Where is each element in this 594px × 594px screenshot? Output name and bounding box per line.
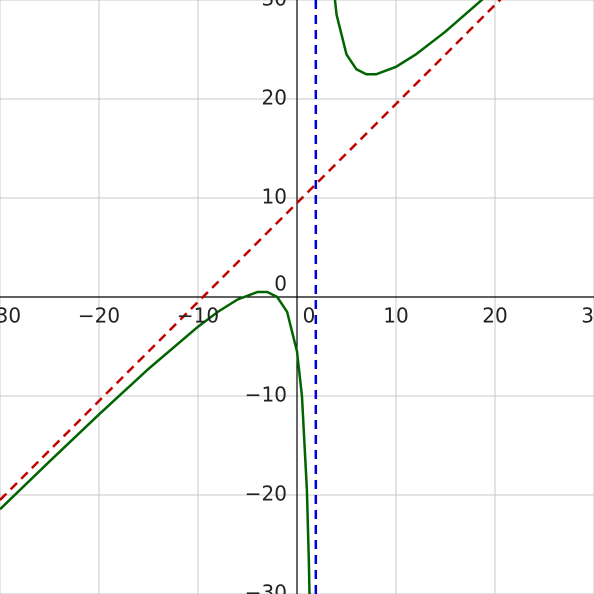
x-tick-label: 30 [581,304,594,328]
dashed-line [0,0,502,501]
x-tick-label: −30 [0,304,21,328]
x-tick-label: −20 [78,304,120,328]
y-tick-label: 0 [274,272,287,296]
y-tick-label: 30 [262,0,287,11]
x-tick-label: 20 [482,304,507,328]
y-tick-label: 10 [262,185,287,209]
y-tick-label: −30 [245,581,287,594]
y-tick-label: −20 [245,482,287,506]
curve [0,0,484,594]
x-tick-label: 10 [383,304,408,328]
x-tick-label: −10 [177,304,219,328]
y-tick-label: −10 [245,383,287,407]
y-tick-label: 20 [262,86,287,110]
x-tick-label: 0 [303,304,316,328]
